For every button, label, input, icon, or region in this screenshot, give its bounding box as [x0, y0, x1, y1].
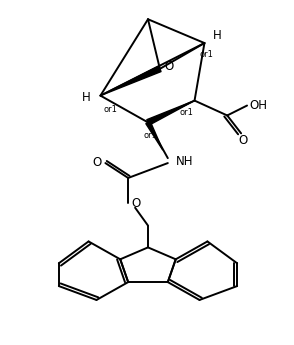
- Polygon shape: [101, 66, 161, 96]
- Text: O: O: [164, 60, 173, 73]
- Polygon shape: [146, 121, 163, 150]
- Text: O: O: [93, 156, 102, 169]
- Text: H: H: [82, 91, 91, 104]
- Polygon shape: [147, 101, 195, 125]
- Text: or1: or1: [200, 50, 213, 59]
- Text: H: H: [213, 29, 222, 42]
- Text: O: O: [238, 134, 248, 147]
- Text: or1: or1: [143, 131, 157, 140]
- Text: O: O: [131, 197, 141, 210]
- Text: or1: or1: [180, 108, 193, 117]
- Text: or1: or1: [103, 105, 117, 114]
- Text: NH: NH: [176, 155, 193, 168]
- Text: OH: OH: [249, 99, 267, 112]
